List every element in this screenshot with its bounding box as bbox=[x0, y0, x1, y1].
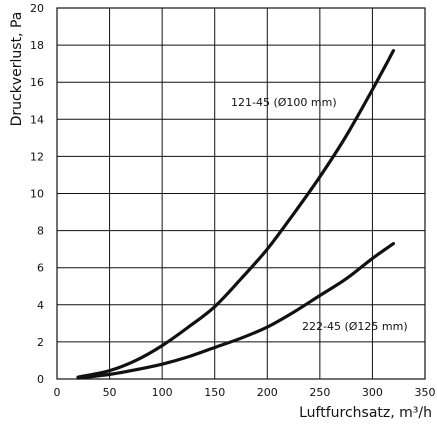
series-layer bbox=[76, 49, 396, 380]
x-tick-label: 100 bbox=[152, 386, 173, 399]
y-tick-label: 10 bbox=[30, 188, 44, 201]
plot-frame bbox=[56, 7, 426, 380]
x-tick-label: 0 bbox=[54, 386, 61, 399]
y-tick-label: 4 bbox=[37, 299, 44, 312]
tick-layer: 0 50 100 150 200 250 300 350 0 2 4 6 8 10 12 14 16 18 20 bbox=[30, 2, 436, 399]
y-tick-label: 16 bbox=[30, 76, 44, 89]
x-tick-label: 350 bbox=[415, 386, 436, 399]
series-line-1 bbox=[76, 241, 396, 380]
x-tick-label: 300 bbox=[362, 386, 383, 399]
y-tick-label: 14 bbox=[30, 113, 44, 126]
series-line-0 bbox=[76, 49, 396, 379]
y-axis-title: Druckverlust, Pa bbox=[9, 12, 25, 127]
x-tick-label: 250 bbox=[309, 386, 330, 399]
y-tick-label: 20 bbox=[30, 2, 44, 15]
series-label-121-45: 121-45 (Ø100 mm) bbox=[231, 96, 337, 109]
grid-layer bbox=[56, 7, 426, 380]
y-tick-label: 18 bbox=[30, 39, 44, 52]
y-tick-label: 2 bbox=[37, 336, 44, 349]
y-tick-label: 8 bbox=[37, 225, 44, 238]
y-tick-label: 0 bbox=[37, 373, 44, 386]
y-tick-label: 12 bbox=[30, 150, 44, 163]
x-tick-label: 50 bbox=[103, 386, 117, 399]
series-label-222-45: 222-45 (Ø125 mm) bbox=[302, 320, 408, 333]
x-axis-title: Luftfurchsatz, m³/h bbox=[299, 405, 432, 421]
y-tick-label: 6 bbox=[37, 262, 44, 275]
label-layer: Druckverlust, Pa Luftfurchsatz, m³/h 121… bbox=[9, 12, 432, 421]
x-tick-label: 150 bbox=[204, 386, 225, 399]
x-tick-label: 200 bbox=[257, 386, 278, 399]
